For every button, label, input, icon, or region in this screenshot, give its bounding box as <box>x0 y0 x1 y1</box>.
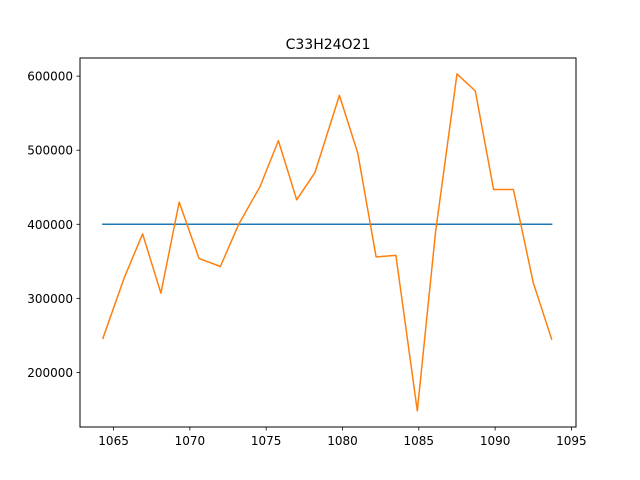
x-tick-label: 1070 <box>175 434 206 448</box>
y-tick-label: 300000 <box>27 292 73 306</box>
series-layer <box>101 73 553 412</box>
x-tick-label: 1085 <box>404 434 435 448</box>
x-tick-label: 1095 <box>556 434 587 448</box>
y-tick-label: 500000 <box>27 144 73 158</box>
plot-area-frame <box>79 57 577 428</box>
x-axis-ticks: 1065 1070 1075 1080 1085 1090 1095 <box>98 427 587 448</box>
y-axis-ticks: 200000 300000 400000 500000 600000 <box>27 70 80 380</box>
y-tick-label: 600000 <box>27 70 73 84</box>
y-tick-label: 200000 <box>27 366 73 380</box>
x-tick-label: 1090 <box>480 434 511 448</box>
x-tick-label: 1075 <box>251 434 282 448</box>
series-line-2 <box>101 73 553 412</box>
y-tick-label: 400000 <box>27 218 73 232</box>
x-tick-label: 1080 <box>327 434 358 448</box>
x-tick-label: 1065 <box>98 434 129 448</box>
chart-title: C33H24O21 <box>286 37 371 53</box>
